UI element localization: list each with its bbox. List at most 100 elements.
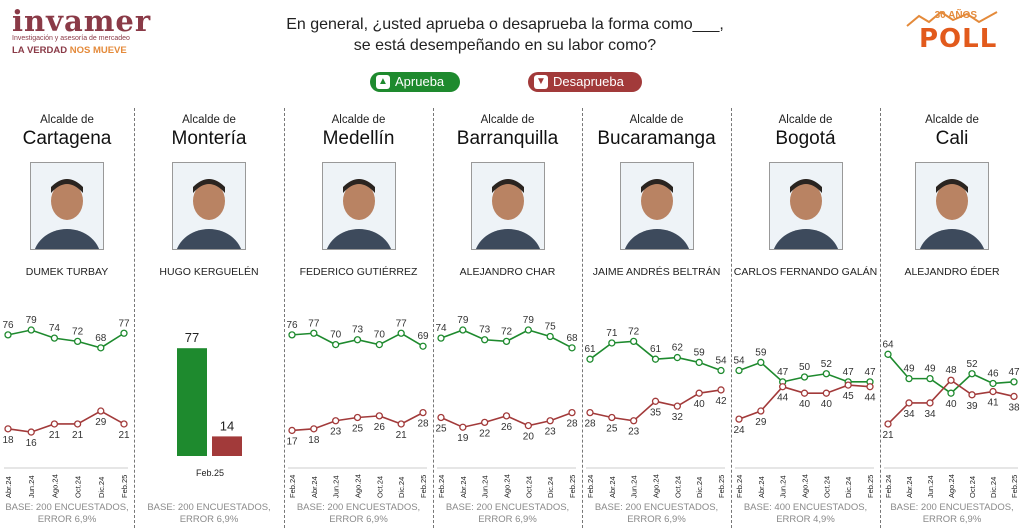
data-point [50,420,59,428]
alcalde-label: Alcalde de [778,114,833,126]
mayor-panel-cali: Alcalde de Cali ALEJANDRO ÉDER 64 49 49 40 5… [880,108,1024,528]
base-sample: BASE: 200 ENCUESTADOS, [147,502,271,513]
person-silhouette-icon [176,179,242,249]
data-point [397,329,405,337]
base-error: ERROR 6,9% [329,514,388,525]
data-point [905,374,913,383]
city-name: Barranquilla [456,128,559,149]
mayor-panel-medellin: Alcalde de Medellín FEDERICO GUTIÉRREZ 7… [284,108,433,528]
data-point [695,389,703,397]
data-point [97,407,105,415]
data-point [397,420,405,428]
x-tick-label: Ago.24 [947,474,956,498]
x-tick-label: Ago.24 [503,474,512,498]
data-label: 49 [924,364,936,375]
data-label: 52 [966,359,978,370]
data-point [375,340,383,349]
data-point [332,340,340,349]
mayor-name: ALEJANDRO ÉDER [904,266,1000,278]
data-label: 34 [924,409,936,420]
data-label: 70 [330,330,342,341]
x-tick-label: Dic.24 [989,477,998,498]
data-label: 74 [435,323,447,334]
mayor-panel-barranquilla: Alcalde de Barranquilla ALEJANDRO CHAR 7… [433,108,582,528]
data-label: 18 [2,435,14,446]
data-label: 72 [628,326,640,337]
approval-chart: 76 79 74 72 68 77 18 16 21 21 29 21 Abr.24 Jun.24 Ago.… [2,315,130,498]
series-line-approve [7,329,125,349]
city-name: Cartagena [22,128,112,149]
data-label: 40 [945,399,957,410]
data-label: 61 [650,344,662,355]
alcalde-label: Alcalde de [629,114,684,126]
data-label: 40 [799,399,811,410]
base-error: ERROR 4,9% [776,514,835,525]
data-label: 40 [821,399,833,410]
mayor-panel-cartagena: Alcalde de Cartagena DUMEK TURBAY 76 79 74… [0,108,134,528]
data-point [353,413,362,422]
panel-divider [433,108,434,528]
poll-years: 30 AÑOS [934,10,977,21]
data-label: 40 [694,399,706,410]
data-label: 73 [479,325,491,336]
series-line-disapprove [7,410,125,433]
x-tick-label: Oct.24 [524,476,533,498]
data-point [568,408,576,417]
base-sample: BASE: 200 ENCUESTADOS, [445,502,570,513]
x-tick-label: Ago.24 [801,474,810,498]
data-point [884,420,892,428]
data-label: 52 [821,359,833,370]
data-label: 73 [352,325,364,336]
base-sample: BASE: 400 ENCUESTADOS, [743,502,868,513]
data-point [866,383,874,391]
data-label: 74 [49,323,61,334]
data-label: 16 [26,438,38,449]
data-label: 76 [2,320,14,331]
data-label: 72 [501,326,513,337]
person-silhouette-icon [326,179,391,249]
base-sample: BASE: 200 ENCUESTADOS, [5,502,129,513]
data-label: 44 [864,393,876,404]
data-label: 22 [479,428,491,439]
x-tick-label: Feb.25 [419,475,428,498]
person-silhouette-icon [919,179,985,249]
data-label: 76 [286,320,298,331]
x-tick-label: Ago.24 [354,474,363,498]
data-label: 47 [777,367,789,378]
data-label: 47 [1008,367,1020,378]
legend-disapprove-label: Desaprueba [553,74,624,89]
data-label: 18 [308,435,320,446]
data-point [459,423,467,431]
data-point [4,425,12,433]
base-note: BASE: 400 ENCUESTADOS, ERROR 4,9% [731,502,880,526]
data-label: 77 [185,330,199,345]
data-point [735,366,743,375]
data-label: 41 [987,398,999,409]
data-label: 20 [523,432,535,443]
data-point [947,389,955,397]
mayor-name: ALEJANDRO CHAR [459,266,556,278]
data-label: 68 [95,333,107,344]
data-label: 28 [584,419,596,430]
x-tick-label: Abr.24 [905,476,914,498]
legend-approve-label: Aprueba [395,74,445,89]
data-point [459,326,467,334]
alcalde-label: Alcalde de [331,114,386,126]
mayor-name: FEDERICO GUTIÉRREZ [299,266,418,278]
data-label: 49 [903,364,915,375]
approval-chart: 76 77 70 73 70 77 69 17 18 23 25 26 21 28 Feb.24 Abr.24… [286,318,429,498]
mayor-photo [619,162,694,250]
data-label: 79 [457,315,469,326]
data-label: 62 [672,343,684,354]
x-tick-label: Ago.24 [652,474,661,498]
alcalde-label: Alcalde de [182,114,236,126]
data-point [437,334,445,342]
base-note: BASE: 200 ENCUESTADOS, ERROR 6,9% [134,502,284,526]
person-silhouette-icon [773,179,838,249]
x-tick-label: Oct.24 [968,476,977,498]
data-point [120,420,128,428]
base-error: ERROR 6,9% [179,514,239,525]
invamer-logo: invamer Investigación y asesoría de merc… [12,6,162,56]
city-name: Bogotá [775,128,836,149]
data-label: 23 [628,427,640,438]
